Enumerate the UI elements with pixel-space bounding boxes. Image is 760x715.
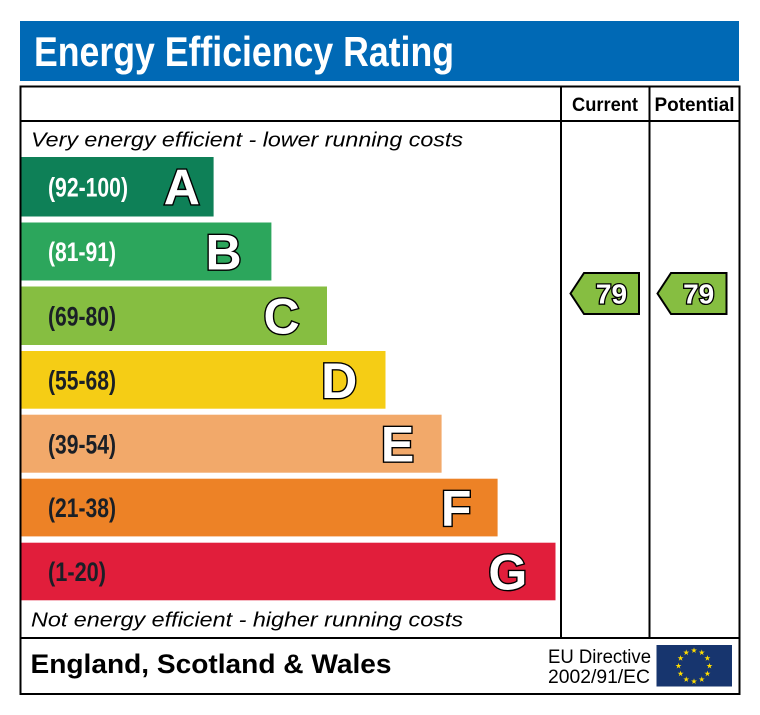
svg-text:(55-68): (55-68) (48, 366, 116, 396)
svg-text:EU Directive: EU Directive (548, 647, 651, 668)
svg-text:79: 79 (683, 279, 714, 310)
svg-text:F: F (441, 481, 472, 537)
svg-text:(81-91): (81-91) (48, 237, 116, 267)
svg-text:B: B (206, 224, 242, 280)
svg-text:(39-54): (39-54) (48, 429, 116, 459)
svg-text:Not energy efficient - higher: Not energy efficient - higher running co… (31, 609, 463, 632)
svg-text:D: D (321, 353, 357, 409)
svg-text:England, Scotland & Wales: England, Scotland & Wales (31, 649, 392, 679)
svg-text:(92-100): (92-100) (48, 172, 128, 202)
svg-text:C: C (263, 289, 299, 345)
svg-text:Current: Current (572, 94, 638, 116)
svg-text:G: G (488, 544, 527, 600)
svg-text:(21-38): (21-38) (48, 493, 116, 523)
svg-text:79: 79 (596, 279, 627, 310)
svg-text:Potential: Potential (655, 94, 735, 116)
svg-text:(1-20): (1-20) (48, 557, 106, 587)
svg-text:Very energy efficient - lower: Very energy efficient - lower running co… (31, 129, 463, 152)
svg-text:A: A (164, 160, 200, 216)
svg-text:E: E (381, 417, 414, 473)
svg-text:Energy Efficiency Rating: Energy Efficiency Rating (34, 28, 454, 75)
svg-text:2002/91/EC: 2002/91/EC (548, 667, 650, 688)
svg-text:(69-80): (69-80) (48, 301, 116, 331)
